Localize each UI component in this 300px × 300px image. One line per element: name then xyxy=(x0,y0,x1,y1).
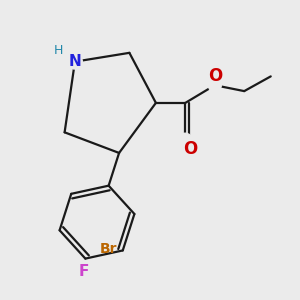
Text: Br: Br xyxy=(100,242,117,256)
Text: N: N xyxy=(68,54,81,69)
Circle shape xyxy=(208,79,221,92)
Circle shape xyxy=(68,54,82,69)
Text: H: H xyxy=(54,44,63,57)
Text: O: O xyxy=(208,67,222,85)
Text: F: F xyxy=(79,264,89,279)
Text: O: O xyxy=(184,140,198,158)
Circle shape xyxy=(179,133,192,146)
